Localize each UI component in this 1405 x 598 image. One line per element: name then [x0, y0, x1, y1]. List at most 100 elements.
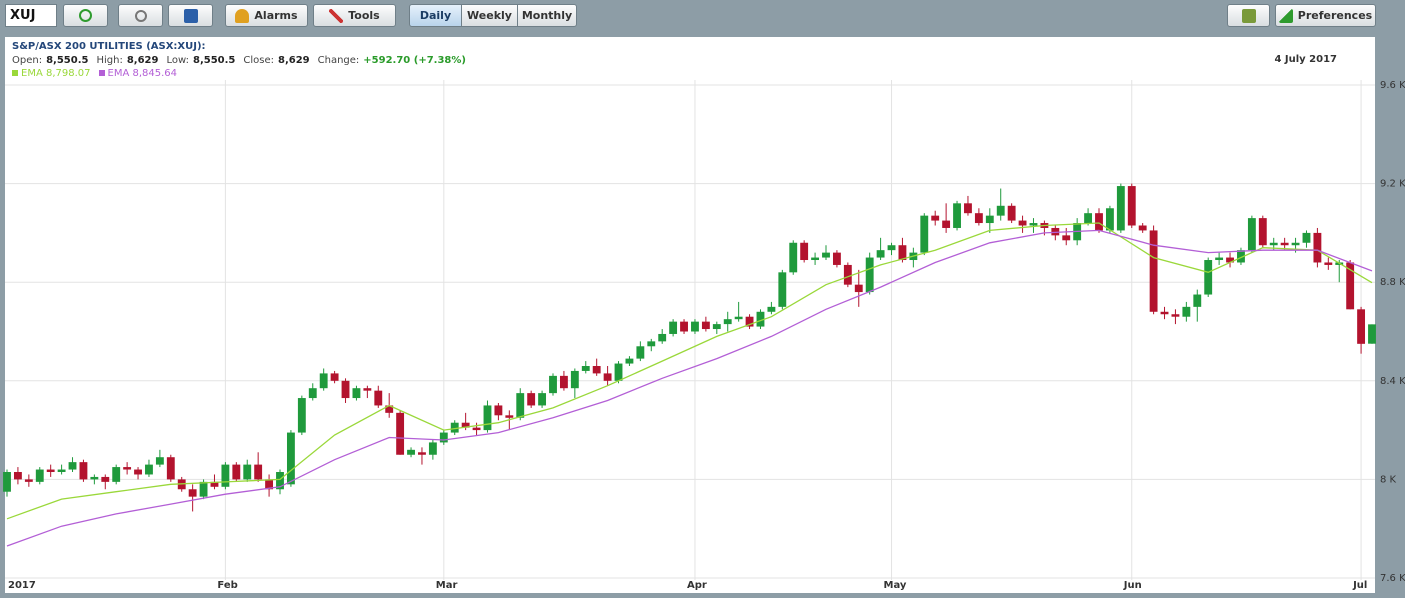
- candle-body: [931, 215, 940, 221]
- candle-body: [450, 422, 459, 433]
- candle-body: [461, 422, 470, 428]
- candle-body: [538, 393, 547, 406]
- x-tick-label: Apr: [687, 580, 707, 591]
- candle-body: [428, 442, 437, 455]
- info-label: Close:: [243, 54, 274, 66]
- candle-body: [46, 469, 55, 473]
- candle-body: [13, 472, 22, 480]
- quote-date: 4 July 2017: [1274, 54, 1337, 65]
- candle-body: [319, 373, 328, 389]
- candle-body: [3, 472, 11, 492]
- candle-body: [1095, 213, 1103, 231]
- save-button[interactable]: [168, 4, 213, 27]
- button-label: Daily: [419, 9, 452, 22]
- candle-body: [483, 405, 492, 431]
- candle-body: [1062, 235, 1071, 241]
- candle-body: [145, 464, 153, 475]
- print-button[interactable]: [1227, 4, 1270, 27]
- preferences-button[interactable]: Preferences: [1275, 4, 1376, 27]
- candle-body: [778, 272, 787, 307]
- candle-body: [1357, 309, 1366, 344]
- candle-body: [625, 358, 634, 364]
- candle-body: [396, 412, 405, 455]
- candle-body: [1280, 242, 1289, 246]
- y-tick-label: 8.4 K: [1380, 376, 1405, 387]
- candle-body: [1171, 314, 1180, 317]
- candle-body: [494, 405, 503, 416]
- daily-button[interactable]: Daily: [409, 4, 462, 27]
- candle-body: [68, 462, 77, 470]
- candle-body: [592, 366, 601, 374]
- candle-body: [1018, 220, 1027, 226]
- info-value: 8,629: [278, 54, 310, 66]
- candle-body: [1116, 186, 1125, 231]
- candle-body: [1237, 250, 1245, 263]
- candle-body: [1007, 205, 1016, 221]
- candle-body: [723, 319, 732, 325]
- candle-body: [559, 375, 568, 389]
- candle-body: [1215, 257, 1224, 261]
- x-tick-label: Jun: [1123, 580, 1142, 591]
- candle-body: [570, 370, 579, 389]
- candle-body: [985, 215, 994, 224]
- candle-body: [1269, 242, 1278, 246]
- candle-body: [1204, 260, 1213, 295]
- candle-body: [1324, 262, 1333, 265]
- candle-body: [527, 393, 536, 406]
- button-label: Weekly: [467, 9, 512, 22]
- info-value: 8,550.5: [192, 54, 236, 66]
- candle-body: [800, 242, 809, 261]
- ema-line: [6, 229, 1373, 547]
- candle-body: [155, 457, 164, 465]
- candle-body: [1346, 262, 1355, 310]
- quote-info: Open: 8,550.5 High: 8,629 Low: 8,550.5 Close: 8…: [12, 54, 474, 68]
- candle-body: [1258, 218, 1267, 246]
- candle-body: [79, 462, 88, 480]
- legend-item: EMA 8,798.07: [12, 68, 91, 79]
- legend: EMA 8,798.07 EMA 8,845.64: [12, 67, 474, 81]
- candle-body: [712, 324, 721, 330]
- candle-body: [843, 264, 852, 285]
- info-label: Low:: [166, 54, 189, 66]
- candle-body: [516, 393, 525, 418]
- legend-swatch: [12, 70, 18, 76]
- legend-swatch: [98, 70, 105, 76]
- candle-body: [35, 469, 44, 482]
- candle-body: [308, 388, 317, 399]
- zoom-button[interactable]: [118, 4, 163, 27]
- alarms-button[interactable]: Alarms: [225, 4, 308, 27]
- candle-body: [1226, 257, 1234, 263]
- candle-body: [341, 380, 350, 399]
- monthly-button[interactable]: Monthly: [517, 4, 577, 27]
- candle-body: [166, 457, 175, 480]
- candle-body: [363, 388, 372, 391]
- candle-body: [297, 398, 306, 433]
- tools-button[interactable]: Tools: [313, 4, 396, 27]
- candle-body: [199, 481, 208, 497]
- candle-body: [1247, 218, 1256, 251]
- candle-body: [658, 333, 667, 342]
- candle-body: [101, 476, 110, 482]
- candle-body: [1105, 208, 1114, 231]
- x-tick-label: Jul: [1352, 580, 1367, 591]
- candle-body: [942, 220, 951, 228]
- x-tick-label: Mar: [436, 580, 458, 591]
- refresh-button[interactable]: [63, 4, 108, 27]
- symbol-input[interactable]: XUJ: [5, 4, 57, 27]
- y-tick-label: 8 K: [1380, 474, 1397, 485]
- weekly-button[interactable]: Weekly: [461, 4, 518, 27]
- candle-body: [210, 481, 219, 487]
- chart-panel: [5, 37, 1375, 593]
- info-value: +592.70 (+7.38%): [363, 54, 466, 66]
- legend-item: EMA 8,845.64: [98, 68, 178, 79]
- candle-body: [221, 464, 230, 487]
- candle-body: [24, 479, 33, 482]
- candle-body: [603, 373, 612, 381]
- legend-label: EMA 8,845.64: [107, 68, 178, 79]
- candle-body: [822, 252, 830, 258]
- candle-body: [1138, 225, 1147, 231]
- candle-body: [1368, 324, 1376, 344]
- candle-body: [352, 388, 361, 399]
- candle-body: [1193, 294, 1202, 307]
